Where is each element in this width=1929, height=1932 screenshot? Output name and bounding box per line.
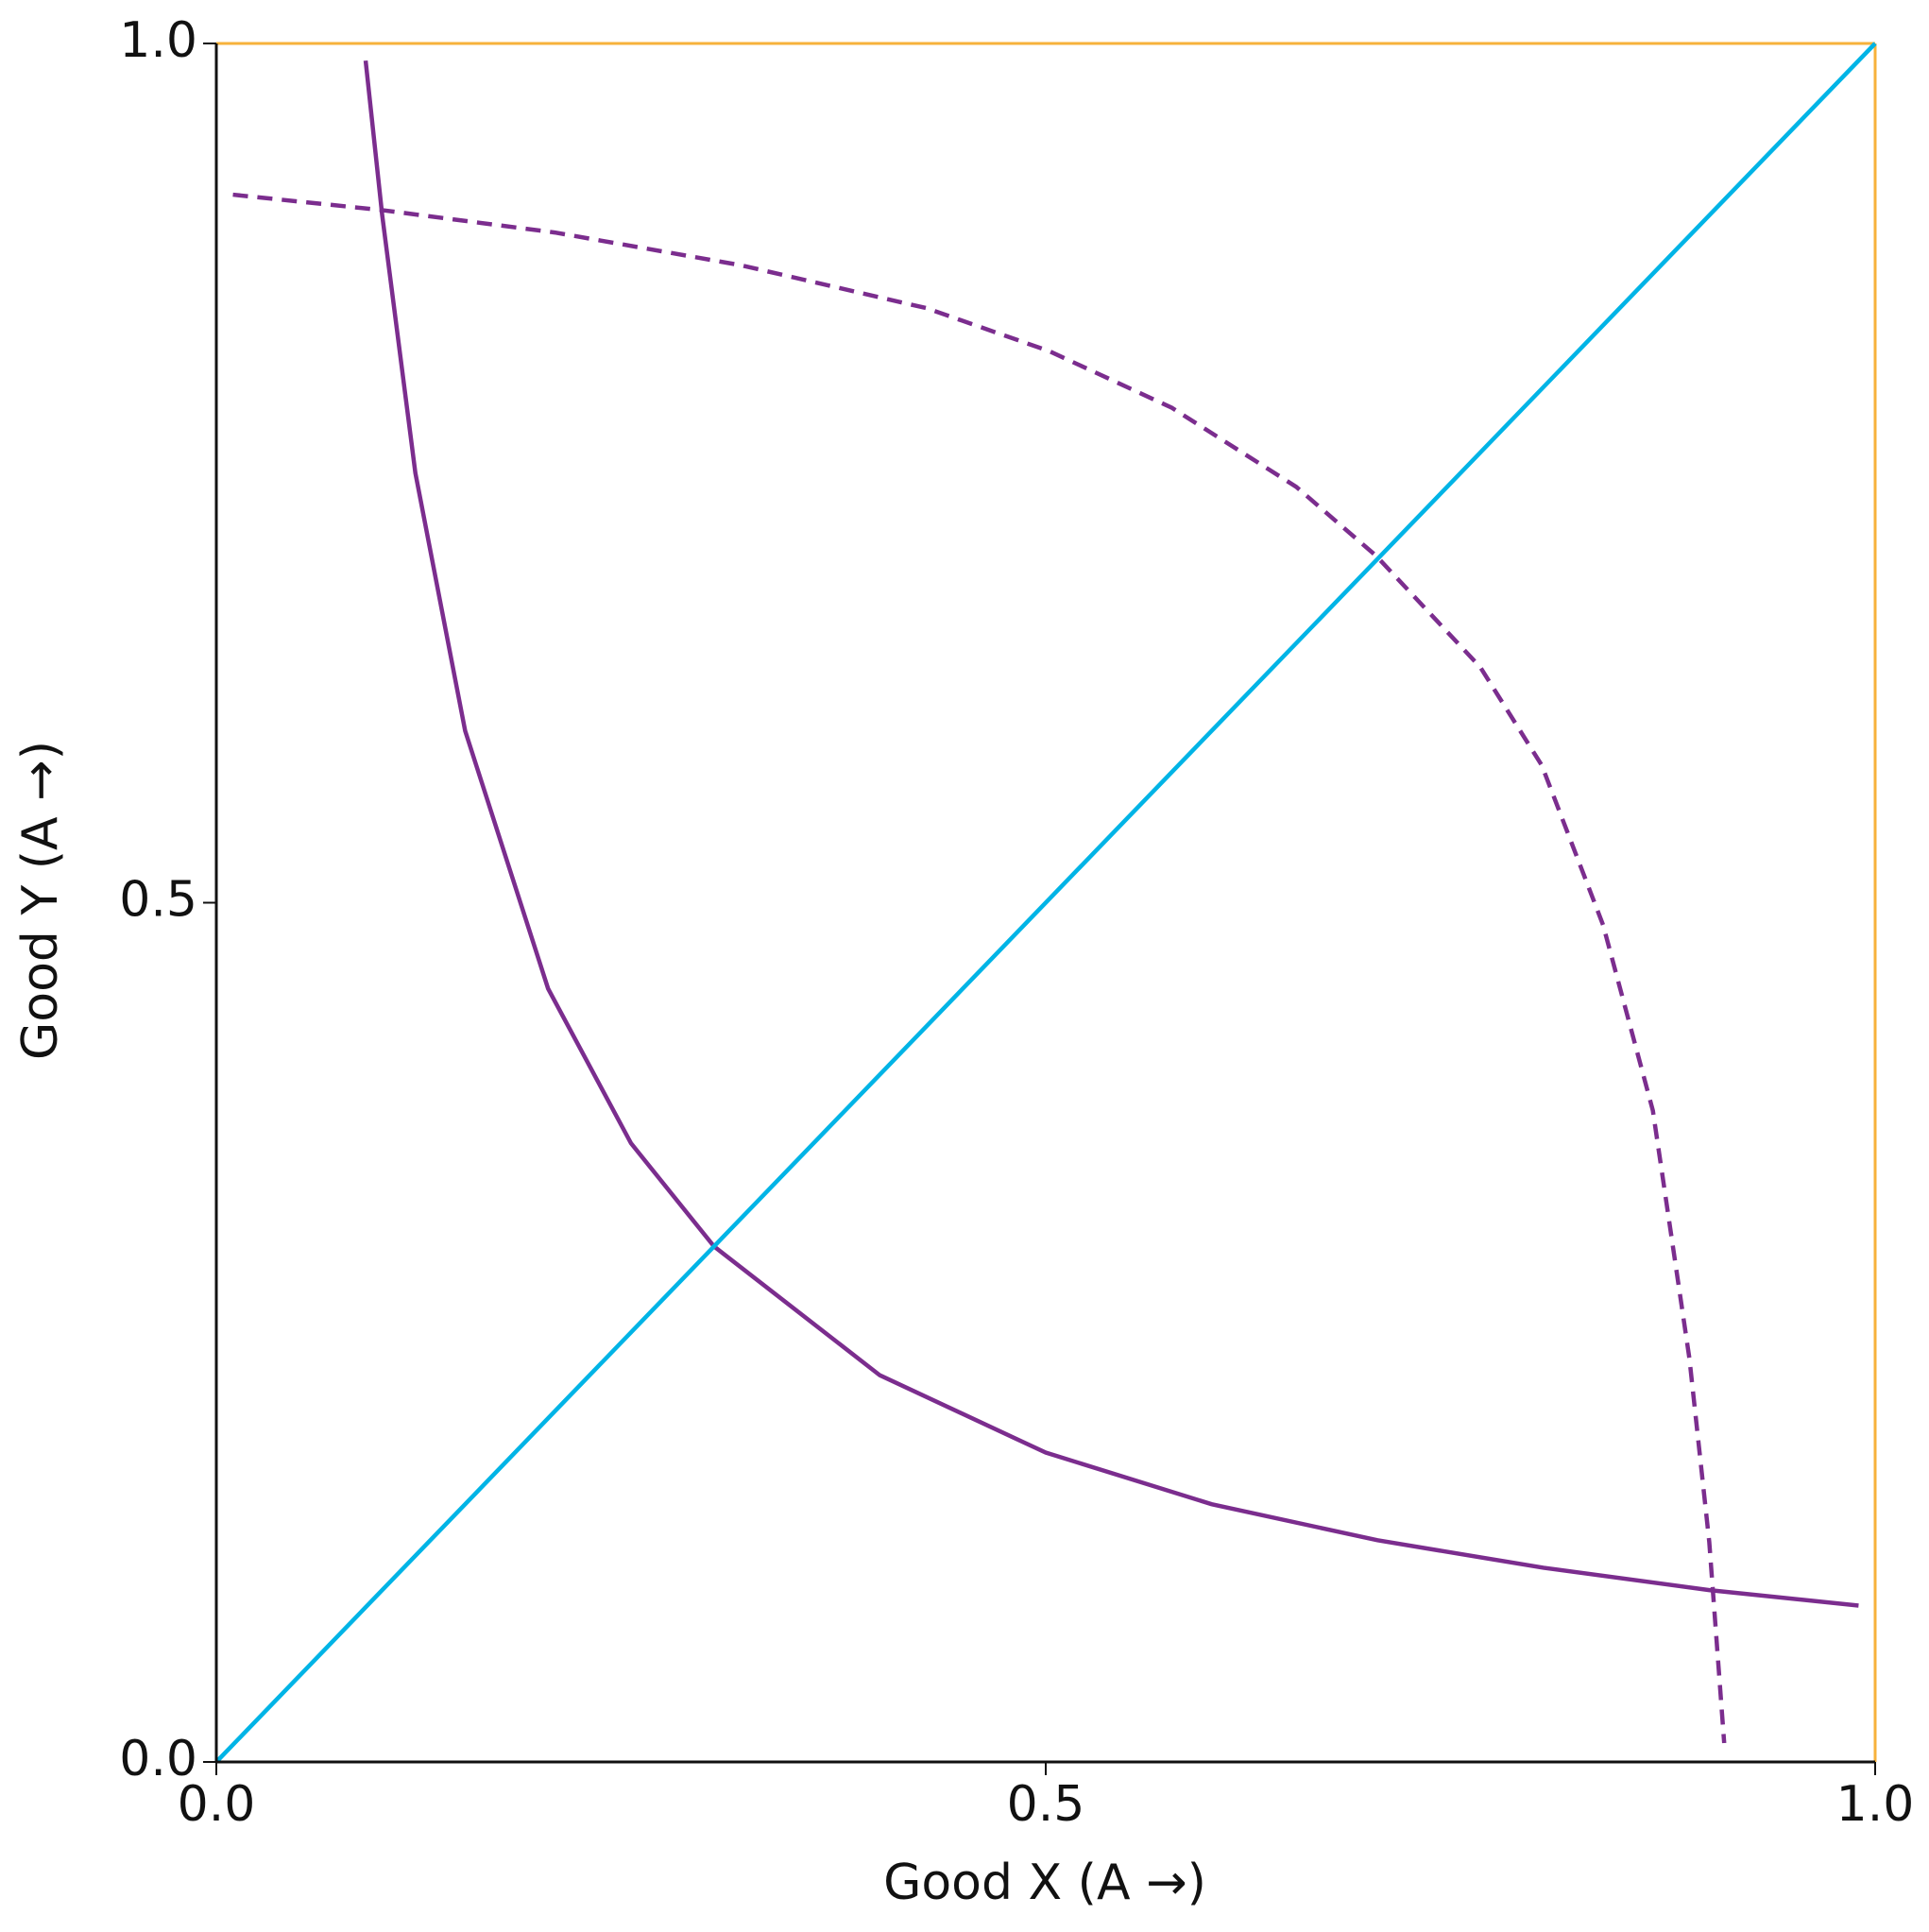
x-tick-label: 1.0 bbox=[1836, 1776, 1915, 1833]
x-tick-label: 0.0 bbox=[178, 1776, 256, 1833]
y-tick-label: 1.0 bbox=[119, 12, 197, 69]
y-axis-label: Good Y (A →) bbox=[12, 741, 69, 1060]
line-series bbox=[363, 60, 1859, 1608]
y-tick-label: 0.0 bbox=[119, 1731, 197, 1787]
x-axis-label: Good X (A →) bbox=[883, 1855, 1206, 1911]
line-series bbox=[232, 192, 1727, 1744]
x-tick-label: 0.5 bbox=[1007, 1776, 1085, 1833]
line-series bbox=[214, 42, 1877, 1764]
y-tick-label: 0.5 bbox=[119, 872, 197, 929]
